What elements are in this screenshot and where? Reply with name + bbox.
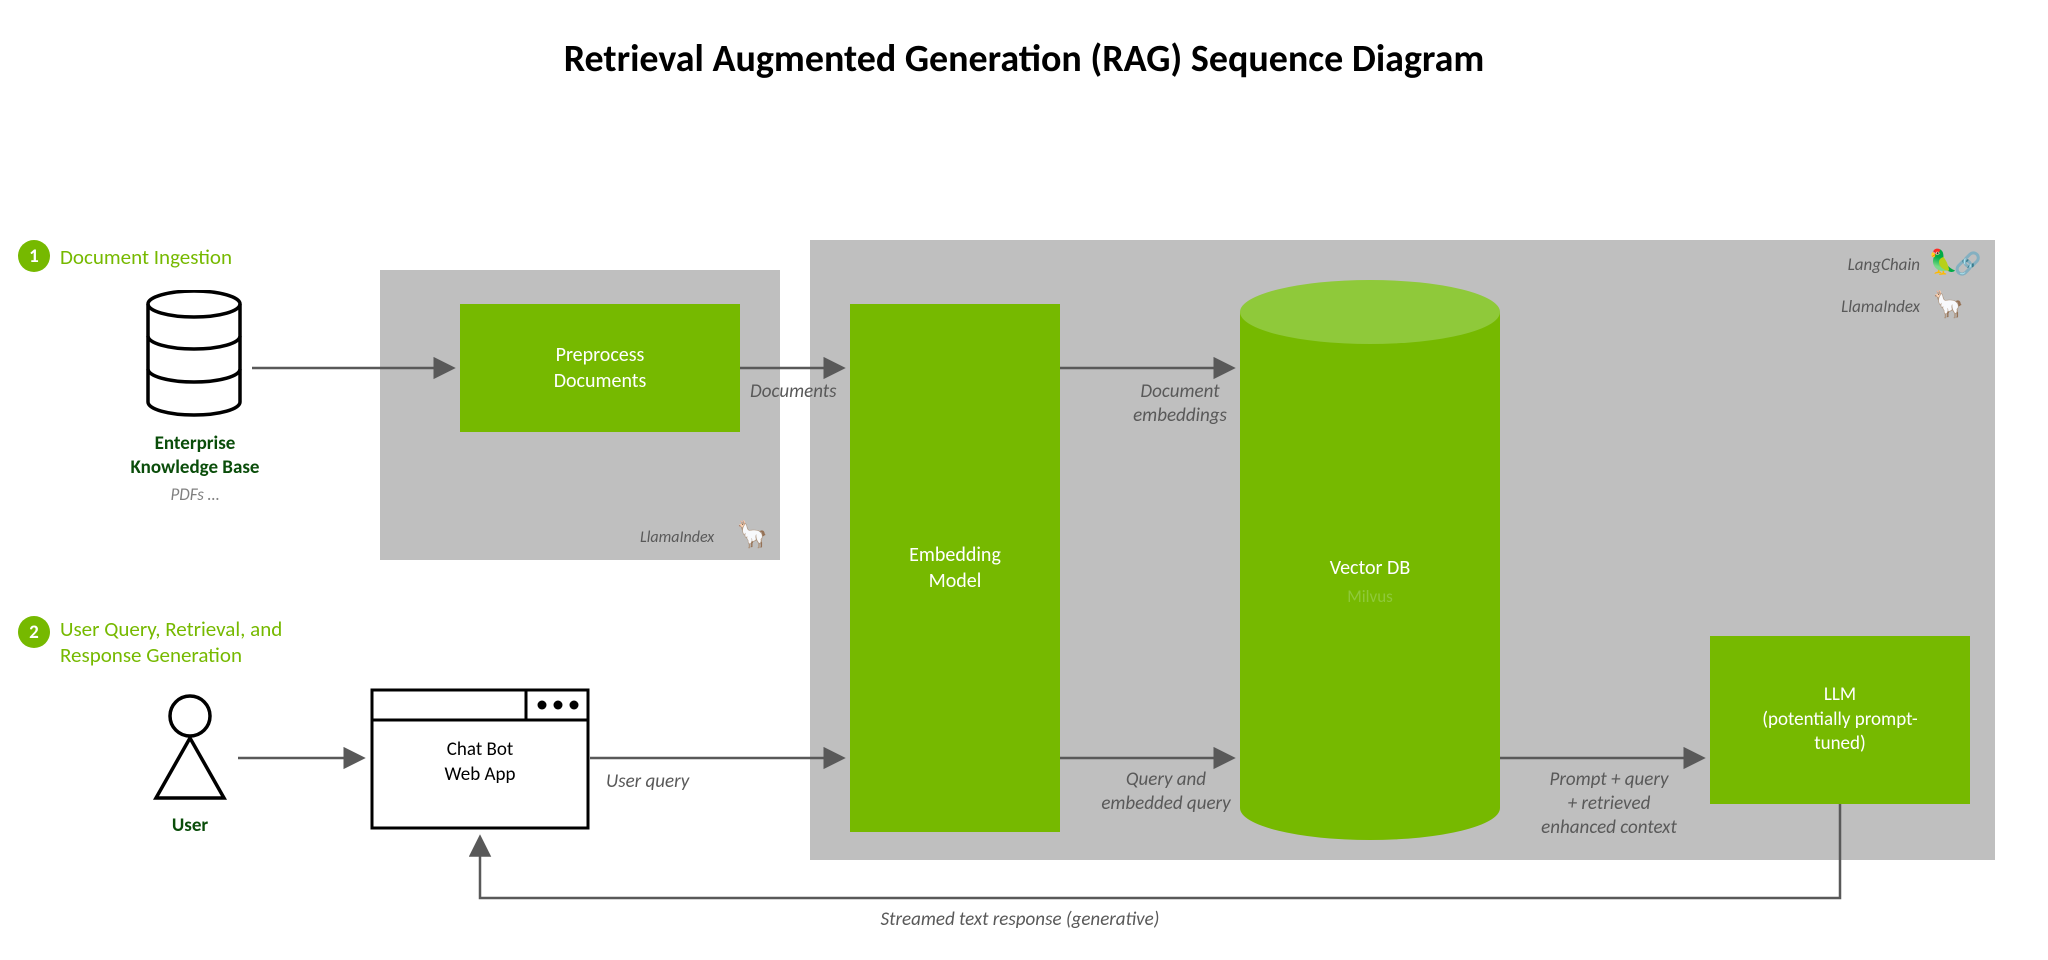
edge-label-response: Streamed text response (generative) (770, 908, 1270, 931)
edge-label-doc-embed: Document embeddings (1110, 380, 1250, 428)
edge-label-user-query: User query (606, 770, 689, 793)
diagram-canvas: Retrieval Augmented Generation (RAG) Seq… (0, 0, 2048, 960)
edge-label-query-embed: Query and embedded query (1086, 768, 1246, 816)
edge-label-documents: Documents (750, 380, 837, 403)
arrows-layer (0, 0, 2048, 960)
edge-label-prompt: Prompt + query + retrieved enhanced cont… (1514, 768, 1704, 839)
